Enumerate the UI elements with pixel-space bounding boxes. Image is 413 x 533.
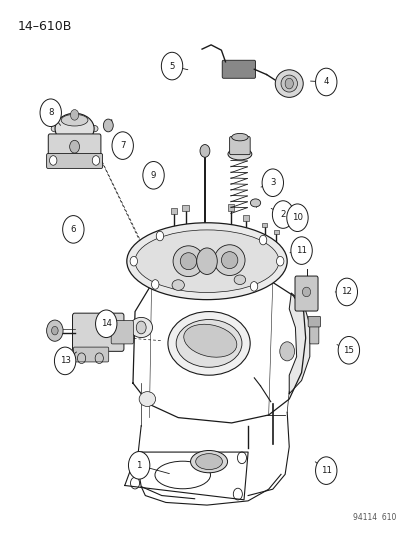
Text: 4: 4	[323, 77, 328, 86]
Text: 1: 1	[136, 461, 142, 470]
Text: 2: 2	[280, 210, 285, 219]
Circle shape	[162, 279, 169, 288]
FancyBboxPatch shape	[48, 134, 101, 159]
Circle shape	[151, 280, 159, 289]
Circle shape	[50, 156, 57, 165]
Ellipse shape	[234, 275, 245, 285]
Ellipse shape	[130, 317, 152, 337]
Ellipse shape	[280, 75, 297, 92]
Text: 7: 7	[120, 141, 125, 150]
Ellipse shape	[275, 70, 302, 98]
Circle shape	[142, 161, 164, 189]
FancyBboxPatch shape	[72, 313, 123, 351]
Circle shape	[276, 256, 283, 266]
Circle shape	[156, 231, 163, 241]
Circle shape	[70, 110, 78, 120]
Text: 5: 5	[169, 62, 174, 70]
FancyBboxPatch shape	[47, 154, 102, 168]
Circle shape	[92, 156, 100, 165]
Circle shape	[250, 281, 257, 291]
FancyBboxPatch shape	[273, 230, 278, 234]
Circle shape	[315, 457, 336, 484]
Circle shape	[95, 310, 116, 337]
Ellipse shape	[221, 252, 237, 269]
Circle shape	[256, 281, 263, 289]
Ellipse shape	[90, 125, 98, 132]
Text: 15: 15	[342, 346, 354, 355]
Circle shape	[261, 169, 283, 197]
Circle shape	[130, 256, 137, 266]
Circle shape	[112, 132, 133, 159]
FancyBboxPatch shape	[222, 60, 255, 78]
FancyBboxPatch shape	[182, 205, 188, 212]
Circle shape	[136, 321, 146, 334]
FancyBboxPatch shape	[276, 208, 297, 224]
Circle shape	[103, 119, 113, 132]
Text: 10: 10	[291, 213, 302, 222]
Circle shape	[285, 78, 293, 89]
Text: 94114  610: 94114 610	[352, 513, 395, 522]
Ellipse shape	[231, 133, 247, 141]
Ellipse shape	[168, 312, 249, 375]
Circle shape	[259, 235, 266, 245]
FancyBboxPatch shape	[294, 276, 317, 311]
FancyBboxPatch shape	[309, 322, 318, 344]
Ellipse shape	[180, 253, 196, 270]
FancyBboxPatch shape	[73, 347, 109, 362]
FancyBboxPatch shape	[261, 223, 266, 227]
Ellipse shape	[126, 223, 287, 300]
Text: 9: 9	[150, 171, 156, 180]
Text: 8: 8	[48, 108, 53, 117]
Circle shape	[279, 342, 294, 361]
Polygon shape	[289, 293, 309, 394]
Circle shape	[195, 270, 202, 279]
Circle shape	[335, 278, 357, 306]
Text: 12: 12	[340, 287, 351, 296]
Circle shape	[290, 237, 311, 264]
Circle shape	[128, 451, 150, 479]
Text: 11: 11	[295, 246, 306, 255]
Ellipse shape	[55, 114, 94, 144]
Circle shape	[47, 320, 63, 341]
Text: 14: 14	[100, 319, 112, 328]
Ellipse shape	[228, 148, 251, 160]
Circle shape	[69, 140, 79, 153]
Ellipse shape	[195, 454, 222, 470]
Circle shape	[272, 201, 293, 228]
Text: 11: 11	[320, 466, 331, 475]
Ellipse shape	[250, 199, 260, 207]
Ellipse shape	[183, 324, 236, 357]
FancyBboxPatch shape	[242, 215, 249, 221]
Circle shape	[62, 216, 84, 243]
FancyBboxPatch shape	[111, 320, 133, 344]
Circle shape	[196, 248, 217, 274]
Circle shape	[315, 68, 336, 96]
Ellipse shape	[139, 392, 155, 407]
Ellipse shape	[301, 287, 310, 297]
Ellipse shape	[214, 245, 244, 276]
Circle shape	[54, 347, 76, 375]
Circle shape	[40, 99, 61, 126]
Ellipse shape	[173, 246, 204, 277]
Ellipse shape	[176, 319, 241, 367]
Ellipse shape	[190, 450, 227, 473]
Circle shape	[228, 272, 235, 280]
Text: 3: 3	[269, 178, 275, 187]
Ellipse shape	[51, 125, 58, 132]
FancyBboxPatch shape	[171, 208, 177, 214]
FancyBboxPatch shape	[307, 317, 320, 327]
Ellipse shape	[61, 114, 88, 126]
Text: 6: 6	[71, 225, 76, 234]
Ellipse shape	[135, 230, 278, 293]
Circle shape	[286, 204, 307, 231]
Text: 13: 13	[59, 357, 71, 366]
Circle shape	[161, 52, 182, 80]
Circle shape	[199, 144, 209, 157]
Circle shape	[337, 336, 359, 364]
Circle shape	[52, 326, 58, 335]
FancyBboxPatch shape	[229, 136, 249, 155]
Ellipse shape	[172, 280, 184, 290]
FancyBboxPatch shape	[227, 205, 234, 211]
Text: 14–610B: 14–610B	[18, 20, 72, 33]
